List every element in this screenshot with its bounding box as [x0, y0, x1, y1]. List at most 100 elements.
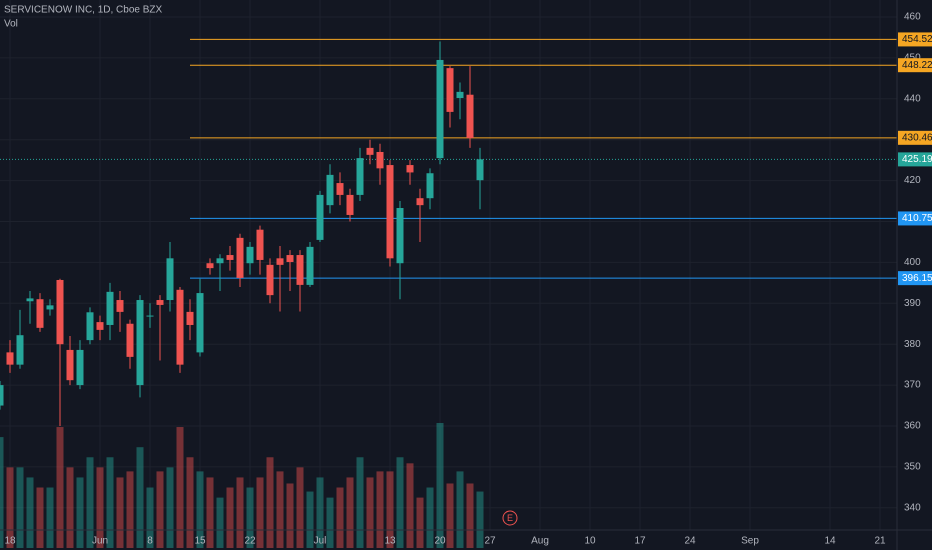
price-label: 454.52 [902, 34, 932, 45]
y-tick-label: 370 [904, 380, 921, 391]
volume-bar [206, 477, 214, 548]
x-tick-label: Jun [92, 536, 108, 547]
volume-bar [126, 471, 134, 548]
candle-body [36, 299, 44, 328]
candle-body [326, 174, 334, 206]
volume-bar [416, 497, 424, 548]
volume-bar [366, 477, 374, 548]
volume-bar [386, 471, 394, 548]
candle-body [76, 349, 84, 386]
candle-body [116, 300, 124, 312]
volume-legend: Vol [4, 19, 18, 30]
candle-body [366, 147, 374, 155]
price-label-box [898, 152, 932, 167]
y-tick-label: 420 [904, 175, 921, 186]
candle-body [176, 289, 184, 365]
volume-bar [436, 423, 444, 548]
candle-body [266, 264, 274, 296]
axis-labels: 3403503603703803904004104204304404504601… [4, 12, 932, 547]
candle-body [446, 68, 454, 112]
y-tick-label: 400 [904, 257, 921, 268]
candles [0, 41, 484, 426]
candle-body [236, 237, 244, 278]
candle-body [146, 315, 154, 317]
candle-body [206, 263, 214, 269]
chart-title: SERVICENOW INC, 1D, Cboe BZX [4, 5, 163, 16]
volume-bar [346, 477, 354, 548]
volume-bar [396, 457, 404, 548]
candle-body [426, 173, 434, 199]
volume-bar [376, 471, 384, 548]
x-tick-label: 21 [874, 536, 886, 547]
volume-bar [286, 483, 294, 548]
candle-body [156, 300, 164, 305]
candle-body [456, 91, 464, 98]
candle-body [346, 194, 354, 215]
y-tick-label: 440 [904, 93, 921, 104]
y-tick-label: 380 [904, 339, 921, 350]
candle-body [396, 208, 404, 264]
candle-body [86, 312, 94, 341]
price-label-box [898, 211, 932, 226]
y-tick-label: 390 [904, 298, 921, 309]
y-tick-label: 460 [904, 12, 921, 23]
x-tick-label: 17 [634, 536, 646, 547]
candle-body [56, 279, 64, 345]
volume-bar [466, 483, 474, 548]
price-label: 410.75 [902, 213, 932, 224]
candle-body [436, 59, 444, 159]
candle-body [26, 298, 34, 302]
candle-body [106, 291, 114, 325]
x-tick-label: 15 [194, 536, 206, 547]
price-label-box [898, 32, 932, 47]
volume-bar [196, 471, 204, 548]
volume-bar [0, 437, 4, 548]
y-tick-label: 350 [904, 462, 921, 473]
price-label: 396.15 [902, 273, 932, 284]
volume-bar [156, 471, 164, 548]
candle-body [306, 246, 314, 285]
volume-bar [16, 467, 24, 548]
price-label-box [898, 130, 932, 145]
volume-bar [186, 457, 194, 548]
volume-pane [0, 423, 484, 548]
x-tick-label: 20 [434, 536, 446, 547]
volume-bar [56, 427, 64, 548]
volume-bar [336, 487, 344, 548]
volume-bar [406, 463, 414, 548]
earnings-marker[interactable] [502, 510, 518, 526]
volume-bar [166, 467, 174, 548]
volume-bar [106, 457, 114, 548]
candle-body [186, 311, 194, 325]
candle-body [406, 165, 414, 173]
volume-bar [136, 447, 144, 548]
candle-body [316, 194, 324, 240]
volume-bar [426, 487, 434, 548]
volume-bar [236, 477, 244, 548]
candle-body [126, 323, 134, 357]
volume-bar [216, 497, 224, 548]
volume-bar [456, 471, 464, 548]
volume-bar [276, 471, 284, 548]
volume-bar [66, 467, 74, 548]
candle-body [386, 165, 394, 259]
candle-body [196, 293, 204, 353]
volume-bar [296, 467, 304, 548]
candle-body [276, 258, 284, 265]
x-tick-label: Sep [741, 536, 759, 547]
candle-body [246, 246, 254, 264]
x-tick-label: Jul [314, 536, 327, 547]
volume-bar [306, 491, 314, 548]
candle-body [336, 183, 344, 195]
volume-bar [256, 477, 264, 548]
x-tick-label: 18 [4, 536, 16, 547]
volume-bar [246, 487, 254, 548]
price-label-box [898, 58, 932, 73]
x-tick-label: 24 [684, 536, 696, 547]
volume-bar [146, 487, 154, 548]
volume-bar [266, 457, 274, 548]
candle-body [476, 159, 484, 181]
candle-body [416, 198, 424, 206]
volume-bar [446, 483, 454, 548]
